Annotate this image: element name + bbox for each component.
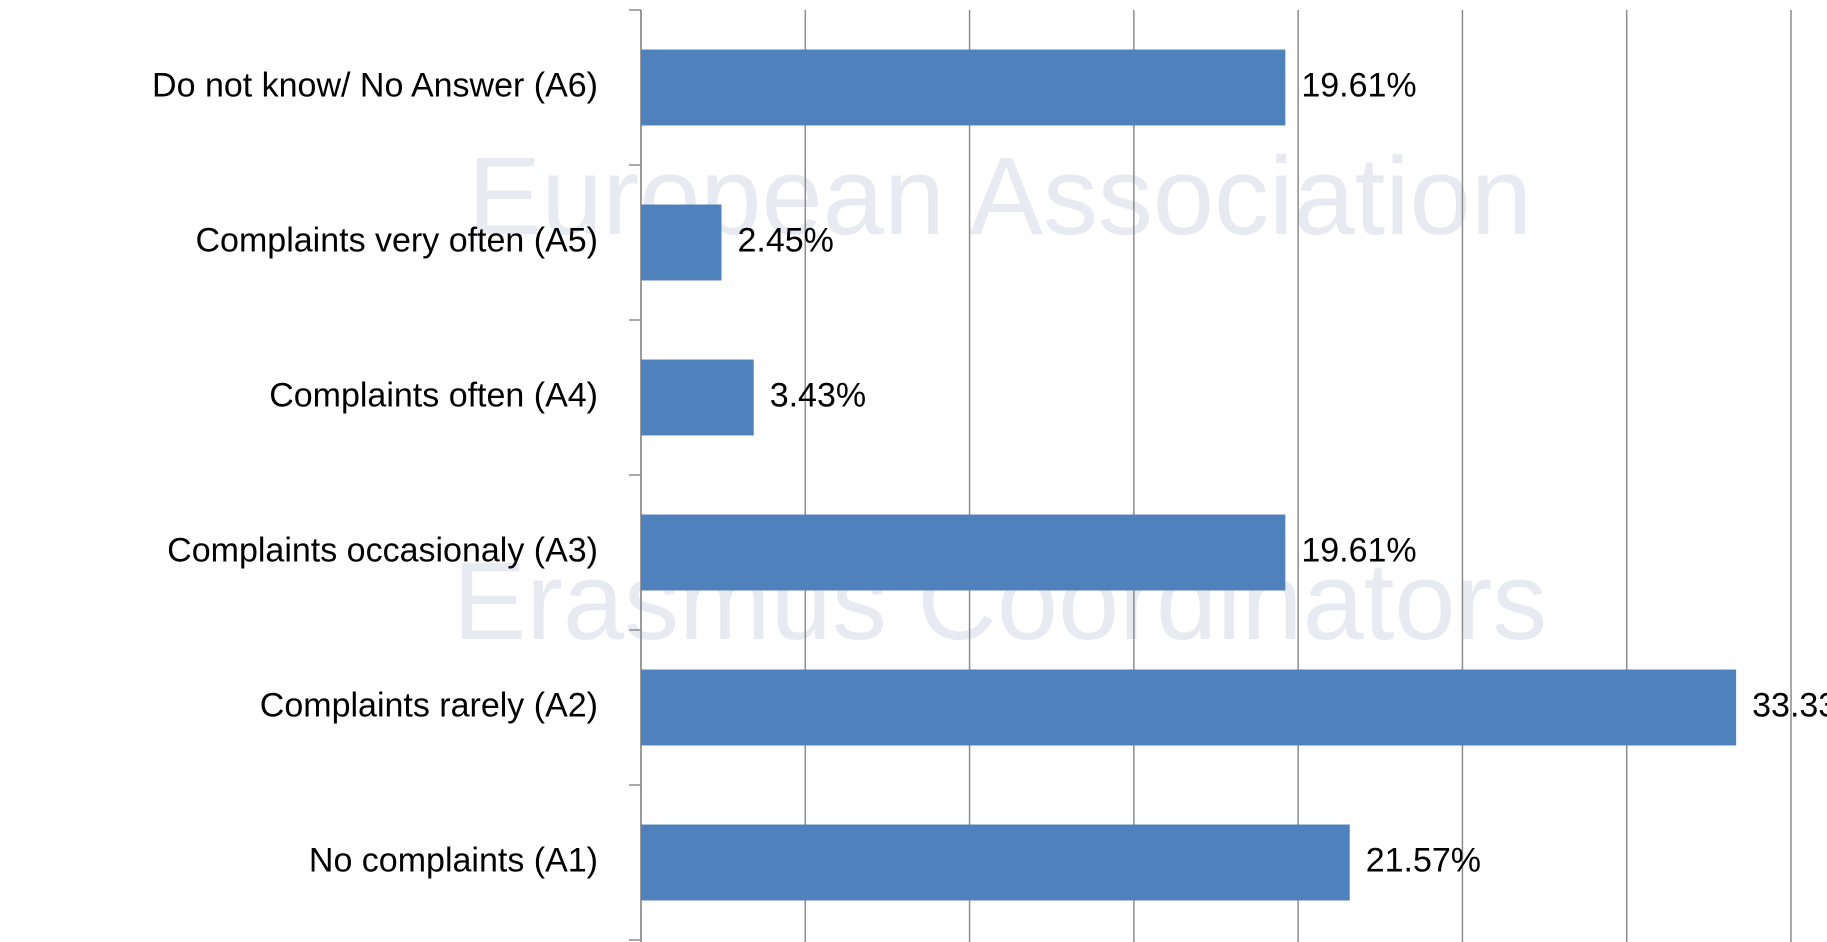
bar bbox=[641, 204, 722, 281]
bar bbox=[641, 514, 1286, 591]
y-tick-label: Complaints occasionaly (A3) bbox=[167, 531, 598, 569]
bar bbox=[641, 359, 754, 436]
bar bbox=[641, 669, 1737, 746]
y-tick-label: No complaints (A1) bbox=[309, 841, 598, 879]
data-label: 2.45% bbox=[738, 221, 834, 259]
bar bbox=[641, 49, 1286, 126]
y-tick-label: Do not know/ No Answer (A6) bbox=[152, 66, 598, 104]
data-label: 33.33% bbox=[1752, 686, 1827, 724]
y-tick-label: Complaints rarely (A2) bbox=[260, 686, 598, 724]
data-label: 19.61% bbox=[1301, 66, 1416, 104]
y-tick-label: Complaints very often (A5) bbox=[196, 221, 599, 259]
data-label: 19.61% bbox=[1301, 531, 1416, 569]
y-tick-label: Complaints often (A4) bbox=[269, 376, 598, 414]
bar bbox=[641, 824, 1350, 901]
watermark: European Association bbox=[468, 135, 1532, 258]
data-label: 3.43% bbox=[770, 376, 866, 414]
data-label: 21.57% bbox=[1366, 841, 1481, 879]
